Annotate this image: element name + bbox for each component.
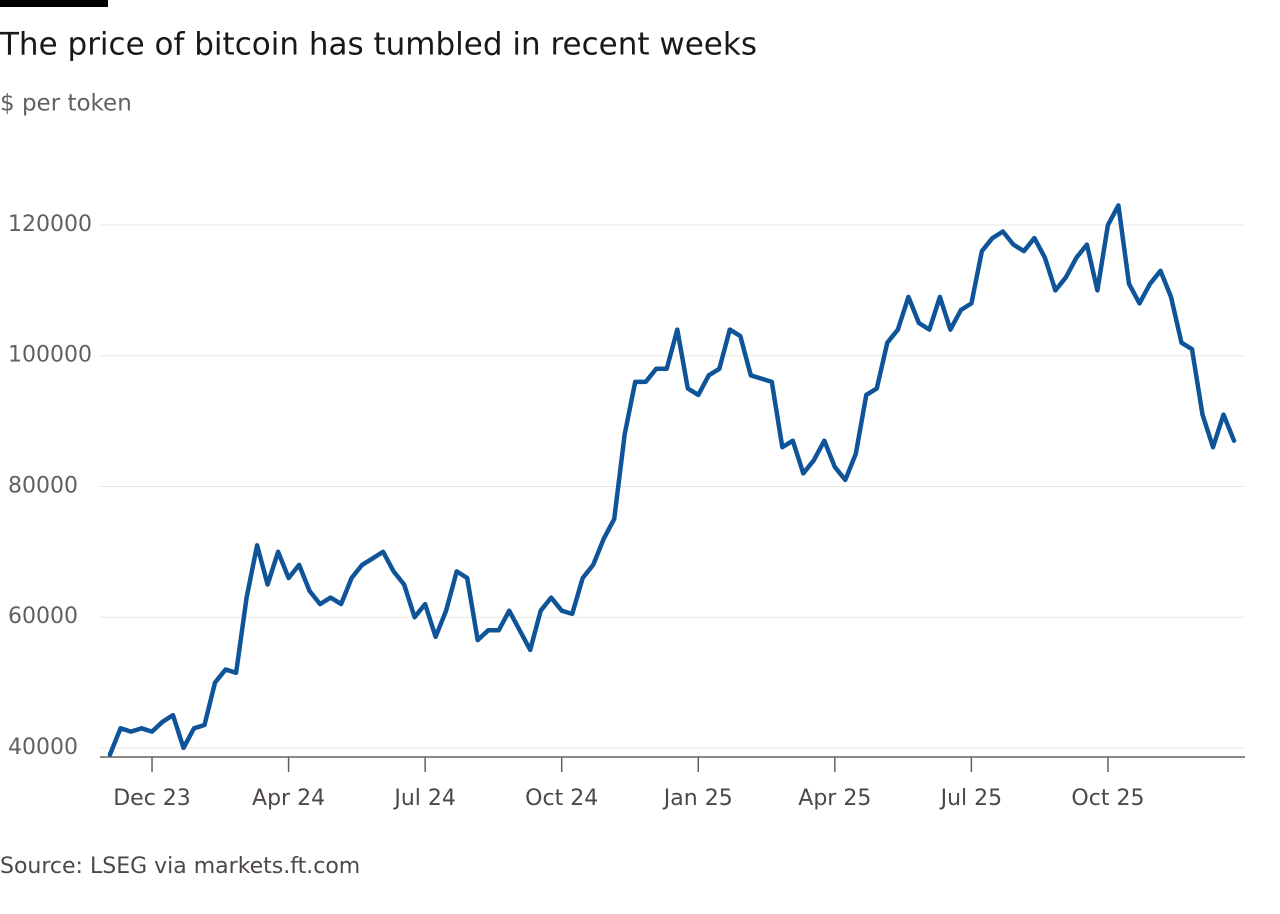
- y-tick-label: 40000: [8, 735, 78, 760]
- x-tick-label: Jan 25: [662, 786, 733, 811]
- brand-bar: [0, 0, 108, 7]
- x-tick-label: Jul 24: [392, 786, 456, 811]
- y-tick-label: 60000: [8, 604, 78, 629]
- source-note: Source: LSEG via markets.ft.com: [0, 854, 360, 879]
- chart-title: The price of bitcoin has tumbled in rece…: [0, 27, 757, 63]
- x-tick-label: Oct 24: [525, 786, 598, 811]
- x-tick-label: Dec 23: [113, 786, 191, 811]
- y-tick-label: 120000: [8, 212, 92, 237]
- price-line: [107, 203, 1237, 757]
- y-tick-label: 80000: [8, 473, 78, 498]
- x-tick-label: Apr 25: [798, 786, 871, 811]
- x-tick-label: Oct 25: [1071, 786, 1144, 811]
- chart-subtitle: $ per token: [0, 91, 132, 117]
- x-tick-label: Apr 24: [252, 786, 325, 811]
- x-tick-label: Jul 25: [939, 786, 1003, 811]
- y-tick-label: 100000: [8, 343, 92, 368]
